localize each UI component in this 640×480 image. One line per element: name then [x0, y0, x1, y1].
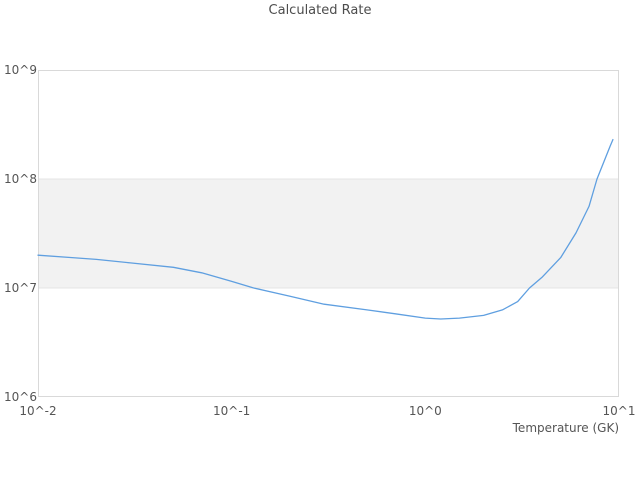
- y-tick-label-1: 10^7: [4, 281, 37, 295]
- x-tick-label-2: 10^0: [409, 404, 442, 418]
- y-tick-label-3: 10^9: [4, 63, 37, 77]
- x-tick-label-3: 10^1: [603, 404, 636, 418]
- x-tick-label-0: 10^-2: [19, 404, 56, 418]
- rate-line: [37, 138, 614, 320]
- plot-border: [38, 70, 619, 397]
- x-axis-label: Temperature (GK): [512, 421, 619, 435]
- shaded-band: [38, 179, 619, 288]
- chart-title: Calculated Rate: [268, 3, 372, 18]
- x-tick-label-1: 10^-1: [213, 404, 250, 418]
- y-tick-label-2: 10^8: [4, 172, 37, 186]
- y-tick-label-0: 10^6: [4, 390, 37, 404]
